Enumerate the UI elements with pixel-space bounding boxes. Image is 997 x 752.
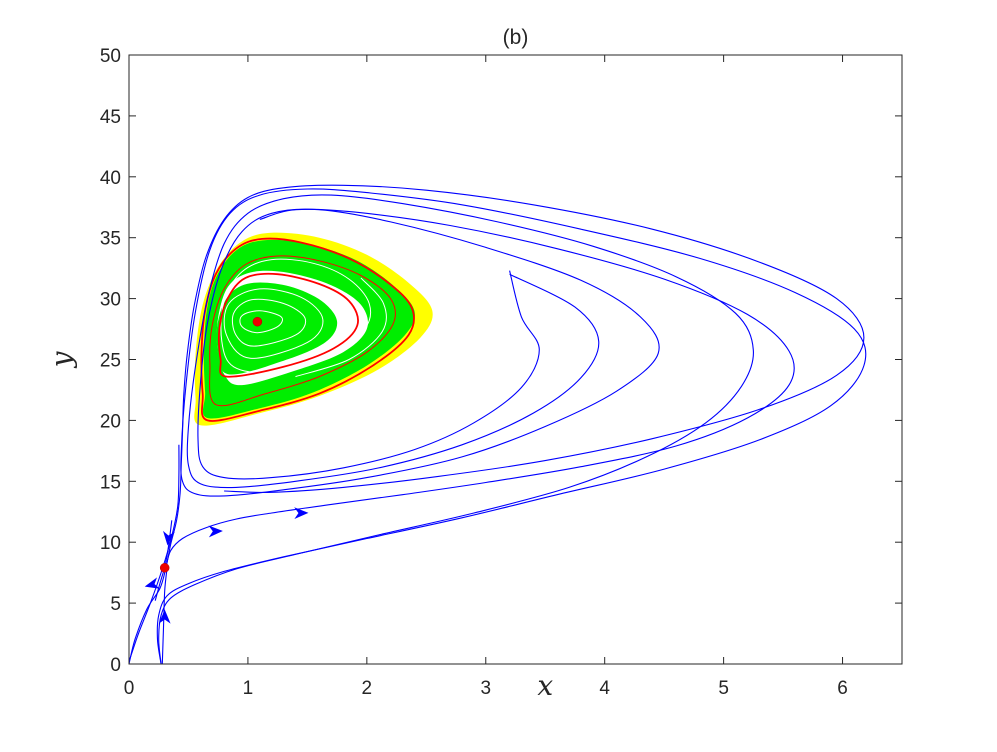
y-tick-label: 40 [100, 168, 121, 189]
limit-cycle-1 [200, 237, 415, 422]
plot-area [128, 184, 867, 665]
equilibrium-point-1 [252, 316, 263, 327]
trajectory-6 [165, 208, 795, 568]
x-tick-label: 1 [243, 678, 254, 699]
y-tick-label: 5 [110, 594, 121, 615]
trajectory-1 [156, 188, 867, 665]
x-axis-label: x [537, 669, 553, 702]
y-tick-label: 45 [100, 107, 121, 128]
chart-title: (b) [503, 26, 529, 49]
trajectory-5 [161, 567, 168, 665]
y-axis-label: y [45, 350, 78, 369]
y-tick-label: 50 [100, 46, 121, 67]
y-tick-label: 10 [100, 533, 121, 554]
y-tick-label: 20 [100, 411, 121, 432]
direction-arrow-4 [208, 525, 223, 538]
x-tick-label: 5 [718, 678, 729, 699]
inner-orbit-1 [239, 310, 283, 334]
y-tick-label: 30 [100, 290, 121, 311]
x-tick-label: 6 [837, 678, 848, 699]
x-tick-label: 3 [480, 678, 491, 699]
limit-cycle-2 [209, 255, 396, 407]
x-tick-label: 2 [362, 678, 373, 699]
inner-orbit-5 [295, 277, 387, 378]
y-tick-label: 35 [100, 229, 121, 250]
x-tick-label: 4 [599, 678, 610, 699]
inner-core-green [216, 282, 338, 375]
direction-arrow-1 [163, 530, 175, 546]
inner-orbit-4 [220, 258, 372, 373]
trajectory-2 [158, 194, 754, 665]
limit-cycle-3 [218, 272, 359, 378]
inner-orbit-2 [231, 298, 307, 347]
trajectory-3 [128, 184, 865, 665]
equilibrium-point-2 [159, 563, 170, 573]
direction-arrow-2 [144, 577, 160, 589]
inner-orbit-3 [223, 288, 324, 359]
y-tick-label: 0 [110, 655, 121, 676]
y-tick-label: 15 [100, 472, 121, 493]
direction-arrow-5 [294, 507, 309, 520]
direction-arrow-3 [158, 609, 171, 624]
y-tick-label: 25 [100, 351, 121, 372]
x-tick-label: 0 [124, 678, 135, 699]
